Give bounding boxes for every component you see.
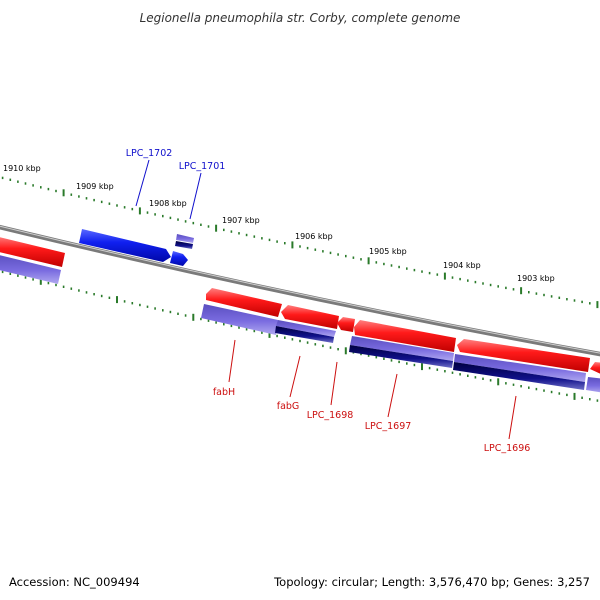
genome-summary-text: Topology: circular; Length: 3,576,470 bp… xyxy=(273,575,590,589)
gene-lpc1696-arrow[interactable] xyxy=(457,339,590,372)
kbp-label: 1908 kbp xyxy=(149,199,187,208)
kbp-label: 1907 kbp xyxy=(222,216,260,225)
cds-lpc1696[interactable] xyxy=(454,354,586,382)
genome-backbone xyxy=(0,224,600,357)
gene-fabh-arrow[interactable] xyxy=(206,288,282,317)
gene-label-fabg[interactable]: fabG xyxy=(277,401,300,412)
gene-left-forward[interactable] xyxy=(0,236,65,267)
kbp-label: 1904 kbp xyxy=(443,261,481,270)
genome-backbone-highlight xyxy=(0,225,600,354)
kbp-label: 1910 kbp xyxy=(3,164,41,173)
leader-line xyxy=(228,339,236,383)
map-title: Legionella pneumophila str. Corby, compl… xyxy=(140,11,461,25)
gene-lpc1702-arrow[interactable] xyxy=(79,229,171,262)
cds-fabg-dark[interactable] xyxy=(275,326,334,343)
kbp-label: 1906 kbp xyxy=(295,232,333,241)
gene-label-lpc1702[interactable]: LPC_1702 xyxy=(126,148,173,159)
gene-left-cds[interactable] xyxy=(0,254,61,284)
gene-lpc1701-cds[interactable] xyxy=(176,234,194,243)
cds-fabh[interactable] xyxy=(201,304,278,335)
gene-right-forward[interactable] xyxy=(590,362,600,376)
cds-fabg[interactable] xyxy=(276,320,336,337)
gene-fabg-arrow[interactable] xyxy=(281,305,339,329)
accession-text: Accession: NC_009494 xyxy=(9,575,140,589)
kbp-label: 1903 kbp xyxy=(517,274,555,283)
leader-line xyxy=(135,159,150,207)
leader-line xyxy=(189,172,202,220)
kbp-label: 1909 kbp xyxy=(76,182,114,191)
inner-tick-marks xyxy=(1,270,599,402)
leader-line xyxy=(508,395,517,440)
cds-right-edge[interactable] xyxy=(586,377,600,393)
leader-line xyxy=(387,373,398,418)
gene-lpc1701-arrow[interactable] xyxy=(170,251,188,266)
kbp-scale: 1910 kbp 1909 kbp 1908 kbp 1907 kbp 1906… xyxy=(3,164,555,283)
kbp-label: 1905 kbp xyxy=(369,247,407,256)
gene-label-lpc1696[interactable]: LPC_1696 xyxy=(484,443,531,454)
leader-line xyxy=(289,355,301,398)
gene-lpc1698-arrow[interactable] xyxy=(337,317,355,332)
gene-label-lpc1701[interactable]: LPC_1701 xyxy=(179,161,226,172)
gene-label-lpc1697[interactable]: LPC_1697 xyxy=(365,421,412,432)
gene-lpc1701-cds-dark[interactable] xyxy=(175,241,193,249)
cds-lpc1697[interactable] xyxy=(350,336,454,361)
leader-line xyxy=(330,361,338,406)
gene-label-lpc1698[interactable]: LPC_1698 xyxy=(307,410,354,421)
gene-label-fabh[interactable]: fabH xyxy=(213,387,235,398)
cds-lpc1696-dark[interactable] xyxy=(453,362,585,390)
gene-lpc1697-arrow[interactable] xyxy=(354,320,456,352)
cds-lpc1697-dark[interactable] xyxy=(349,345,453,368)
outer-tick-marks xyxy=(1,176,599,309)
